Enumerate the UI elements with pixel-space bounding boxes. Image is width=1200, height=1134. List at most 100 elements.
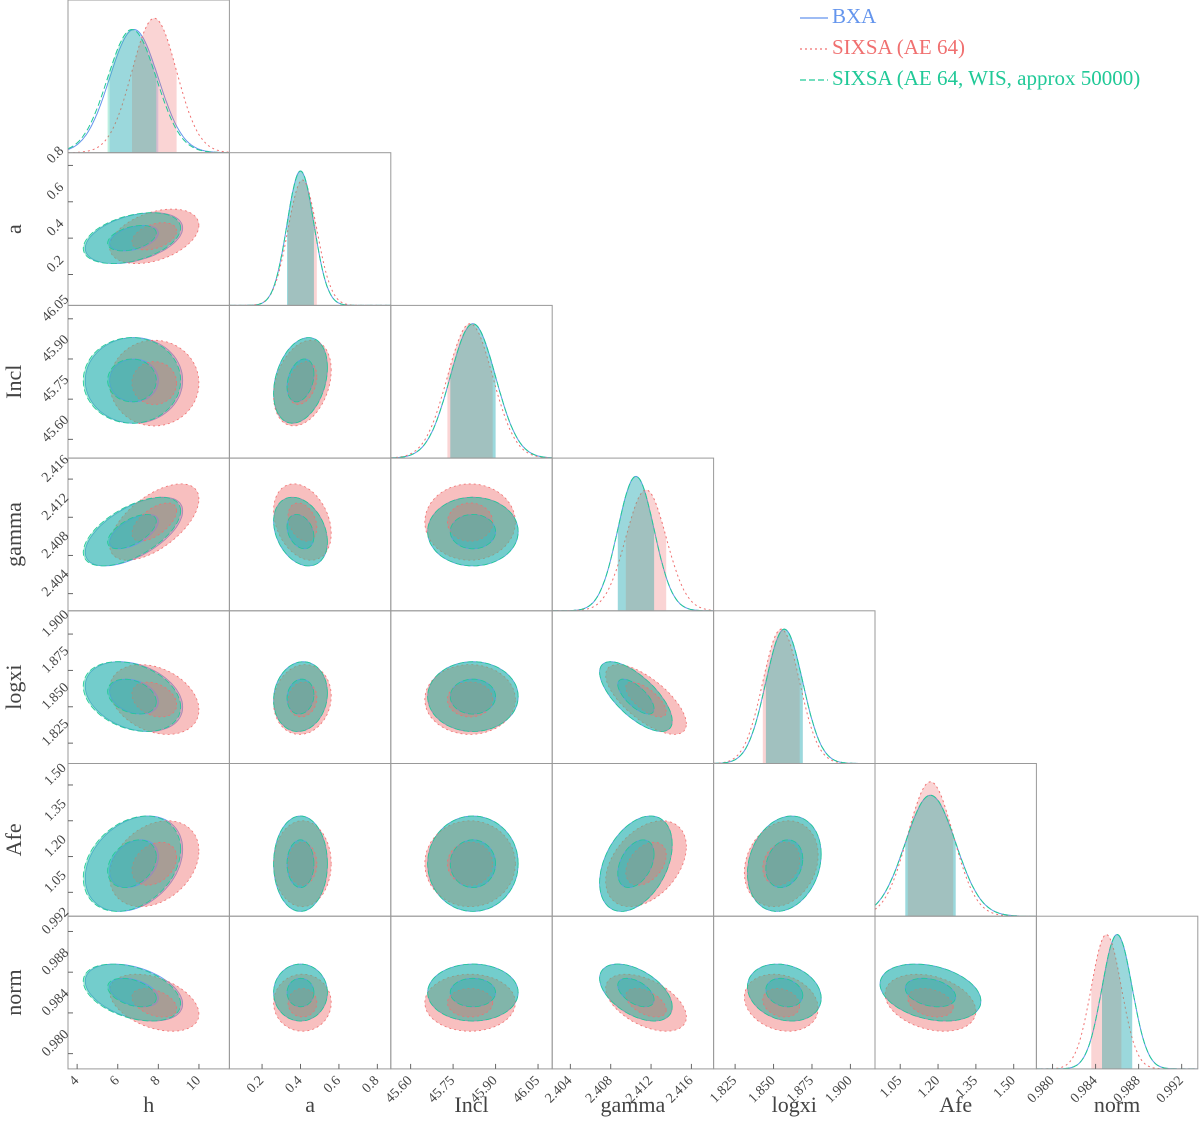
contour [107,358,157,403]
contour [449,839,497,889]
contour [424,483,516,561]
contour [287,988,318,1018]
contour [107,678,157,715]
contour [109,483,200,561]
y-tick-label: 1.20 [42,832,70,860]
contour [287,841,318,886]
marginal-curve [68,28,230,153]
marginal-band [450,323,496,459]
contour [599,661,673,732]
contour [424,973,516,1032]
contour [605,973,687,1032]
y-axis-label: a [1,224,26,234]
contour [743,820,819,907]
y-tick-label: 2.404 [39,567,72,600]
y-tick-label: 0.8 [44,144,67,167]
y-tick-label: 45.75 [39,373,72,406]
x-tick-label: 0.8 [359,1073,382,1096]
marginal-band [907,781,954,917]
y-tick-label: 1.50 [42,761,70,789]
y-tick-label: 2.408 [39,529,72,562]
y-tick-label: 2.416 [39,453,72,486]
y-tick-label: 0.2 [44,253,67,276]
x-tick-label: 1.05 [877,1073,905,1101]
contour [109,339,200,427]
marginal-band [617,476,655,611]
y-axis-label: gamma [1,502,26,567]
contour [109,678,159,715]
y-tick-label: 0.988 [39,946,72,979]
contour [84,337,184,424]
contour [131,222,178,251]
contour [273,815,328,912]
contour [617,977,655,1008]
marginal-curve [552,475,714,611]
marginal-band [905,795,956,917]
contour [107,977,157,1008]
contour [109,977,159,1008]
contour [131,841,178,886]
x-axis-label: h [143,1092,154,1117]
contour [109,664,200,735]
contour [109,358,159,403]
y-tick-label: 45.60 [39,413,72,446]
x-tick-label: 45.60 [383,1073,416,1106]
x-tick-label: 4 [67,1073,83,1089]
contour [286,839,315,889]
marginal-curve [713,628,875,764]
legend-label: BXA [832,4,877,28]
contour [617,678,655,715]
marginal-band [1091,934,1122,1069]
contour [446,988,494,1018]
contour [287,502,318,542]
contour [82,661,182,732]
contour [107,839,157,888]
y-axis-label: norm [1,969,26,1015]
contour [273,337,328,424]
x-tick-label: 0.4 [283,1073,306,1096]
marginal-band [109,29,159,153]
legend-label: SIXSA (AE 64) [832,35,965,59]
x-tick-label: 6 [107,1073,123,1089]
y-tick-label: 0.992 [39,905,72,938]
contour [617,839,655,889]
x-axis-label: Incl [454,1092,488,1117]
x-tick-label: 0.2 [244,1073,267,1096]
contour [287,361,318,405]
marginal-curve [68,17,230,153]
contour [446,502,494,542]
marginal-band [765,629,803,764]
y-tick-label: 0.984 [39,986,72,1019]
contour [273,483,332,561]
x-tick-label: 46.05 [510,1073,543,1106]
y-tick-label: 1.35 [42,797,70,825]
contour [424,664,516,735]
contour [286,678,315,715]
contour [107,514,157,550]
x-tick-label: 1.900 [823,1073,856,1106]
marginal-curve [229,179,391,306]
contour [625,988,667,1018]
contour [762,988,801,1018]
contour [884,973,977,1032]
y-tick-label: 45.90 [39,332,72,365]
x-axis-label: Afe [939,1092,972,1117]
marginal-band [765,629,803,764]
contour [424,820,516,908]
marginal-band [1102,934,1133,1069]
contour [82,963,182,1022]
marginal-band [132,18,177,153]
marginal-band [1102,934,1133,1069]
x-tick-label: 10 [184,1073,205,1094]
contour [907,988,954,1018]
contour [746,815,822,912]
x-tick-label: 0.992 [1154,1073,1187,1106]
contour [84,661,184,732]
contour [131,681,178,718]
contour [286,977,315,1008]
contour [762,841,801,886]
contour [743,973,819,1032]
y-tick-label: 1.825 [39,717,72,750]
x-tick-label: 8 [148,1073,164,1089]
contour [109,820,200,907]
